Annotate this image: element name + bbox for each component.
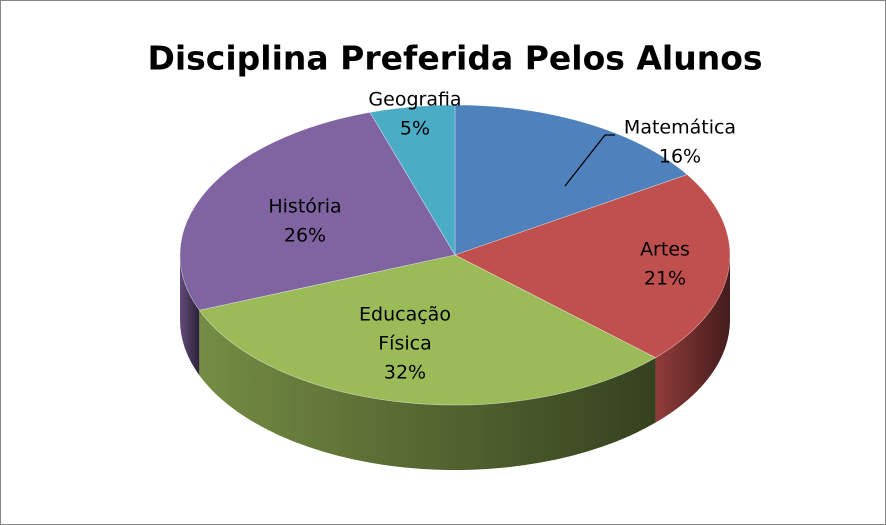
chart-title: Disciplina Preferida Pelos Alunos [147,39,762,78]
slice-side [199,310,656,471]
slice [179,112,456,311]
category-label: Educação [359,304,451,326]
category-label: Física [378,333,431,355]
slice-side [655,255,730,423]
value-label: 16% [659,146,701,168]
slice [454,104,688,256]
slice [198,254,657,406]
leader-line [564,134,615,187]
slice [454,174,731,359]
value-label: 26% [284,225,326,247]
category-label: Geografia [368,89,461,111]
value-label: 32% [384,362,426,384]
category-label: Matemática [624,117,736,139]
slice [369,104,456,257]
value-label: 5% [400,118,430,140]
value-label: 21% [644,268,686,290]
slice-side [180,255,200,376]
category-label: História [268,196,341,218]
category-label: Artes [640,239,690,261]
